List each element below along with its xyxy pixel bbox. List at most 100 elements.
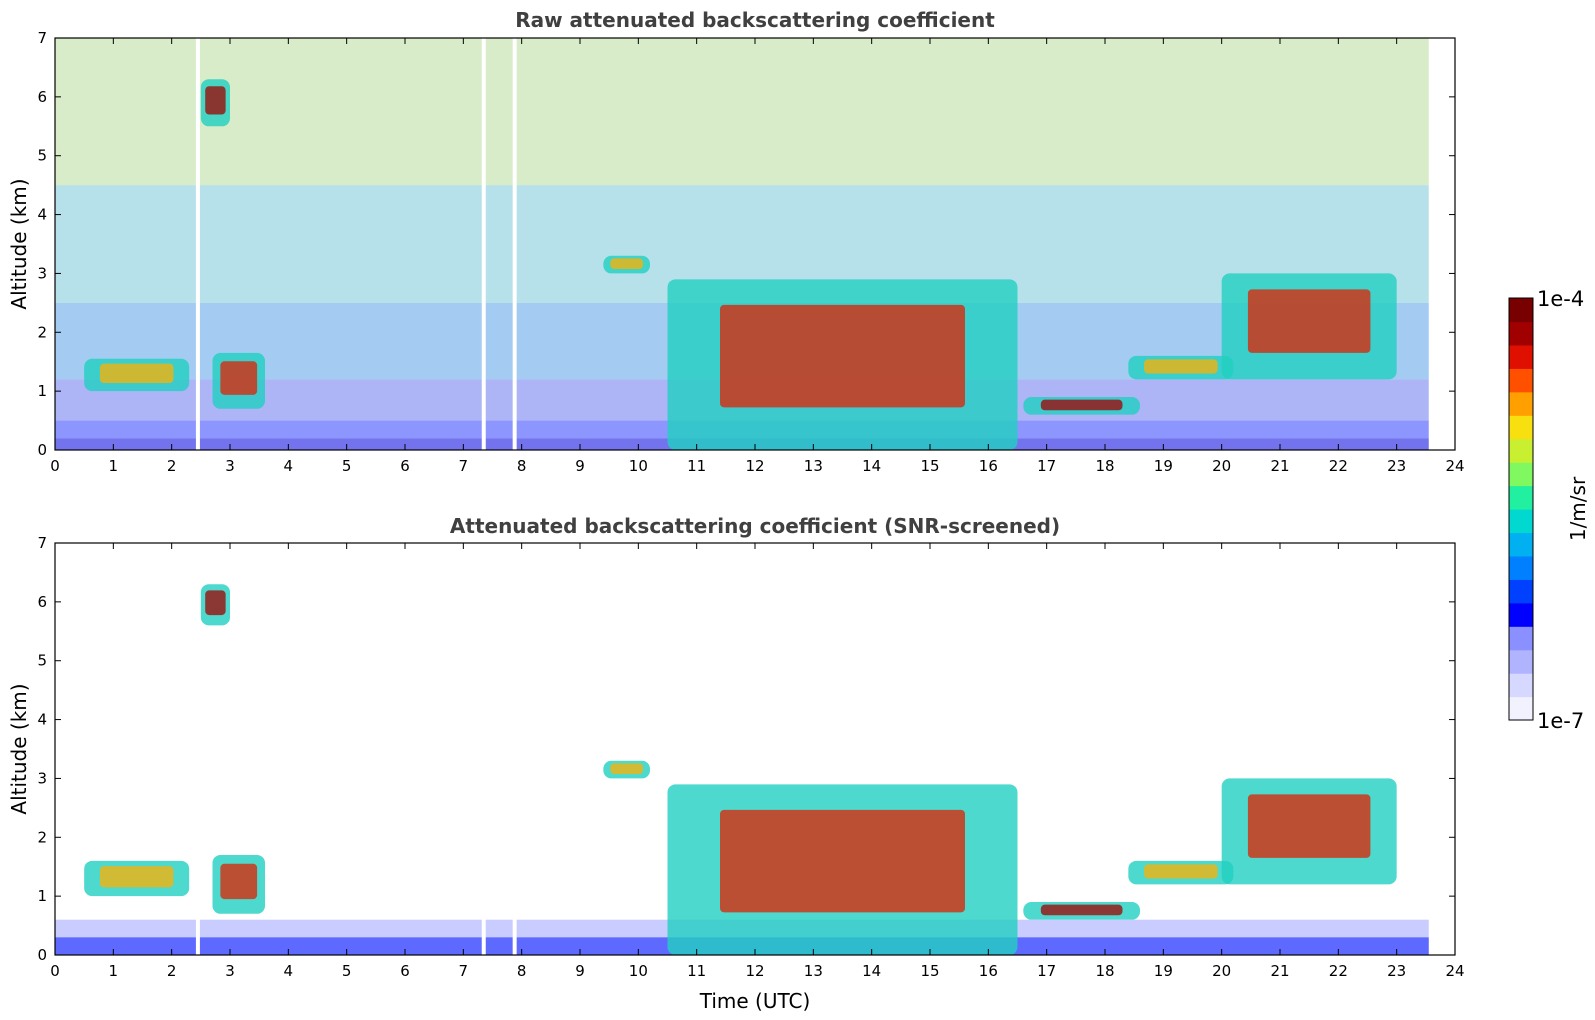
x-tick-label: 18 <box>1095 457 1114 475</box>
y-tick-label: 6 <box>37 88 47 106</box>
x-tick-label: 2 <box>167 457 177 475</box>
y-axis-label: Altitude (km) <box>7 178 31 309</box>
y-tick-label: 7 <box>37 29 47 47</box>
x-tick-label: 19 <box>1154 962 1173 980</box>
x-tick-label: 6 <box>400 962 410 980</box>
colorbar-step <box>1509 391 1533 416</box>
colorbar-step <box>1509 509 1533 534</box>
y-tick-label: 5 <box>37 147 47 165</box>
missing-data-gap <box>512 38 517 450</box>
x-tick-label: 12 <box>745 962 764 980</box>
cloud-core <box>1144 864 1218 879</box>
colorbar-step <box>1509 368 1533 393</box>
colorbar-step <box>1509 602 1533 627</box>
x-tick-label: 24 <box>1445 962 1464 980</box>
x-tick-label: 20 <box>1212 457 1231 475</box>
x-tick-label: 11 <box>687 457 706 475</box>
colorbar-step <box>1509 649 1533 674</box>
x-tick-label: 22 <box>1329 457 1348 475</box>
x-axis-label: Time (UTC) <box>699 989 811 1013</box>
colorbar-step <box>1509 462 1533 487</box>
colorbar-step <box>1509 438 1533 463</box>
x-tick-label: 1 <box>109 962 119 980</box>
x-tick-label: 11 <box>687 962 706 980</box>
x-tick-label: 20 <box>1212 962 1231 980</box>
x-tick-label: 22 <box>1329 962 1348 980</box>
x-tick-label: 19 <box>1154 457 1173 475</box>
x-tick-label: 24 <box>1445 457 1464 475</box>
x-tick-label: 4 <box>284 457 294 475</box>
colorbar-step <box>1509 415 1533 440</box>
cloud-core <box>1247 289 1371 353</box>
x-tick-label: 15 <box>920 962 939 980</box>
y-tick-label: 1 <box>37 382 47 400</box>
x-tick-label: 18 <box>1095 962 1114 980</box>
colorbar-step <box>1509 321 1533 346</box>
x-tick-label: 16 <box>979 457 998 475</box>
colorbar-min-label: 1e-7 <box>1537 709 1584 733</box>
x-tick-label: 6 <box>400 457 410 475</box>
cloud-core <box>720 304 965 408</box>
x-tick-label: 21 <box>1270 457 1289 475</box>
y-tick-label: 4 <box>37 206 47 224</box>
y-tick-label: 2 <box>37 828 47 846</box>
x-tick-label: 3 <box>225 457 235 475</box>
axis-ticks: 0 1 2 3 4 5 6 7 8 9 10 11 12 13 14 15 16 17 18 19 20 21 22 23 24… <box>37 29 1464 475</box>
cloud-core <box>610 258 643 270</box>
x-tick-label: 5 <box>342 457 352 475</box>
colorbar-step <box>1509 673 1533 698</box>
x-tick-label: 9 <box>575 457 585 475</box>
colorbar-frame <box>1508 297 1534 721</box>
missing-data-gap <box>481 543 486 955</box>
missing-data-gap <box>512 543 517 955</box>
cloud-core <box>720 809 965 913</box>
colorbar-step <box>1509 532 1533 557</box>
cloud-core <box>1144 359 1218 374</box>
x-tick-label: 23 <box>1387 962 1406 980</box>
chart-title: Attenuated backscattering coefficient (S… <box>450 514 1060 538</box>
x-tick-label: 5 <box>342 962 352 980</box>
y-tick-label: 4 <box>37 711 47 729</box>
y-tick-label: 3 <box>37 769 47 787</box>
x-tick-label: 14 <box>862 962 881 980</box>
y-tick-label: 6 <box>37 593 47 611</box>
y-tick-label: 3 <box>37 264 47 282</box>
x-tick-label: 17 <box>1037 457 1056 475</box>
x-tick-label: 16 <box>979 962 998 980</box>
cloud-core <box>1247 794 1371 858</box>
y-axis-label: Altitude (km) <box>7 683 31 814</box>
x-tick-label: 8 <box>517 962 527 980</box>
cloud-core <box>1040 904 1123 916</box>
x-tick-label: 0 <box>50 457 60 475</box>
x-tick-label: 2 <box>167 962 177 980</box>
colorbar-step <box>1509 344 1533 369</box>
chart-title: Raw attenuated backscattering coefficien… <box>515 8 995 32</box>
x-tick-label: 3 <box>225 962 235 980</box>
heatmap-image <box>55 543 1429 955</box>
colorbar-max-label: 1e-4 <box>1537 287 1584 311</box>
y-tick-label: 0 <box>37 441 47 459</box>
x-tick-label: 8 <box>517 457 527 475</box>
x-tick-label: 10 <box>629 457 648 475</box>
y-tick-label: 1 <box>37 887 47 905</box>
x-tick-label: 21 <box>1270 962 1289 980</box>
colorbar-step <box>1509 626 1533 651</box>
colorbar-unit-label: 1/m/sr <box>1566 476 1590 541</box>
missing-data-gap <box>195 38 200 450</box>
chart-snr-screened: Attenuated backscattering coefficient (S… <box>7 514 1465 1013</box>
x-tick-label: 9 <box>575 962 585 980</box>
x-tick-label: 13 <box>804 457 823 475</box>
colorbar-step <box>1509 485 1533 510</box>
heatmap-image <box>55 38 1429 450</box>
y-tick-label: 5 <box>37 652 47 670</box>
x-tick-label: 4 <box>284 962 294 980</box>
colorbar-step <box>1509 298 1533 323</box>
colorbar-scale <box>1509 298 1533 721</box>
missing-data-gap <box>195 543 200 955</box>
x-tick-label: 10 <box>629 962 648 980</box>
x-tick-label: 7 <box>459 457 469 475</box>
colorbar: 1e-4 1e-7 1/m/sr <box>1508 287 1590 733</box>
missing-data-gap <box>481 38 486 450</box>
x-tick-label: 15 <box>920 457 939 475</box>
